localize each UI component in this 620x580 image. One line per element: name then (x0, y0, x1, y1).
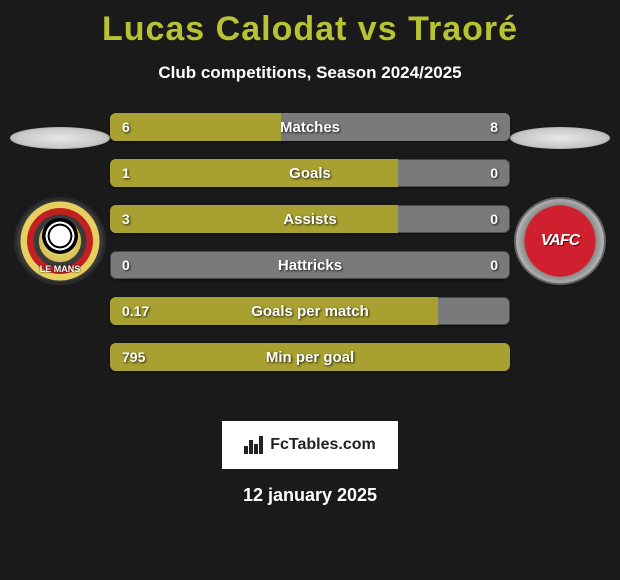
vs-text: vs (358, 10, 398, 48)
stat-value-left: 0 (110, 251, 142, 279)
stat-bar-left (110, 297, 438, 325)
stat-row: 30Assists (110, 205, 510, 233)
stat-bar-left (110, 343, 510, 371)
subtitle: Club competitions, Season 2024/2025 (0, 63, 620, 83)
player1-column: LE MANS (0, 113, 120, 285)
stat-row: 68Matches (110, 113, 510, 141)
player1-silhouette (10, 127, 110, 149)
stat-value-right (486, 297, 510, 325)
player2-name: Traoré (408, 10, 518, 48)
date-text: 12 january 2025 (0, 485, 620, 506)
stat-row: 0 0Hattricks (110, 251, 510, 279)
player1-club-label: LE MANS (40, 264, 81, 274)
brand-box: FcTables.com (222, 421, 398, 469)
stat-label: Hattricks (110, 251, 510, 279)
comparison-title: Lucas Calodat vs Traoré (0, 0, 620, 49)
player1-name: Lucas Calodat (102, 10, 347, 48)
stat-bar-right (281, 113, 510, 141)
player2-club-badge: VAFC (514, 197, 606, 285)
brand-text: FcTables.com (270, 436, 376, 454)
stat-bar-left (110, 159, 398, 187)
player2-club-label: VAFC (541, 232, 579, 250)
stat-row: 10Goals (110, 159, 510, 187)
stat-bar-left (110, 205, 398, 233)
stat-value-right: 0 (478, 205, 510, 233)
stat-value-right: 0 (478, 159, 510, 187)
stat-row: 0.17Goals per match (110, 297, 510, 325)
comparison-content: LE MANS VAFC 68Matches10Goals30Assists00… (0, 113, 620, 413)
player2-silhouette (510, 127, 610, 149)
stat-bar-left (110, 113, 281, 141)
brand-chart-icon (244, 436, 266, 454)
player1-club-badge: LE MANS (14, 197, 106, 285)
player2-column: VAFC (500, 113, 620, 285)
stat-value-right: 0 (478, 251, 510, 279)
stat-bars: 68Matches10Goals30Assists00Hattricks0.17… (110, 113, 510, 389)
stat-row: 795Min per goal (110, 343, 510, 371)
